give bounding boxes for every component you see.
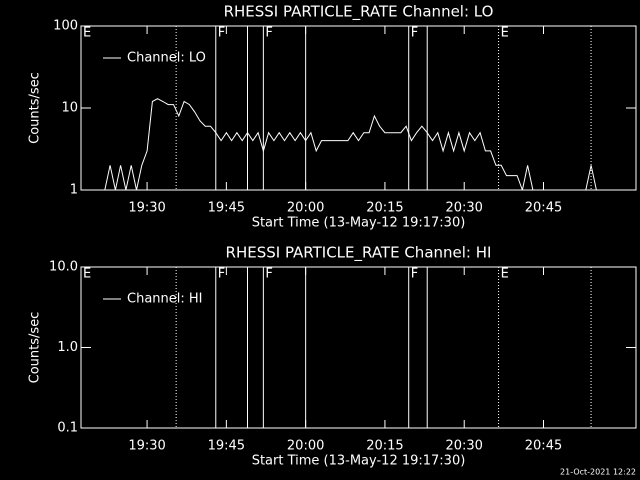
event-label: F [218,267,225,282]
y-tick-label: 10.0 [49,260,78,275]
event-label: F [218,26,225,41]
x-tick-label: 20:30 [445,201,482,216]
x-tick-label: 19:45 [208,201,245,216]
y-tick-label: 10 [61,101,78,116]
event-label: E [501,267,509,282]
chart-title: RHESSI PARTICLE_RATE Channel: HI [226,244,492,263]
chart-title: RHESSI PARTICLE_RATE Channel: LO [224,3,494,22]
x-tick-label: 19:45 [208,439,245,454]
x-tick-label: 20:30 [445,439,482,454]
y-tick-label: 1.0 [57,340,78,355]
x-tick-label: 19:30 [128,439,165,454]
x-axis-label: Start Time (13-May-12 19:17:30) [252,454,466,469]
x-tick-label: 20:15 [366,439,403,454]
event-label: F [411,26,418,41]
y-axis-label: Counts/sec [28,312,43,384]
event-label: F [265,26,272,41]
x-tick-label: 20:00 [287,439,324,454]
event-label: E [83,26,91,41]
y-tick-label: 100 [53,19,78,34]
event-label: E [83,267,91,282]
x-tick-label: 20:45 [525,201,562,216]
x-tick-label: 20:15 [366,201,403,216]
y-tick-label: 0.1 [57,421,78,436]
x-tick-label: 20:00 [287,201,324,216]
event-label: F [411,267,418,282]
legend-label: Channel: LO [127,51,206,66]
x-tick-label: 19:30 [128,201,165,216]
x-axis-label: Start Time (13-May-12 19:17:30) [252,216,466,231]
y-axis-label: Counts/sec [28,72,43,144]
legend-label: Channel: HI [127,292,203,307]
footer: 21-Oct-2021 12:22 [560,468,636,477]
event-label: E [501,26,509,41]
event-label: F [265,267,272,282]
data-line [83,98,597,190]
x-tick-label: 20:45 [525,439,562,454]
y-tick-label: 1 [70,183,78,198]
